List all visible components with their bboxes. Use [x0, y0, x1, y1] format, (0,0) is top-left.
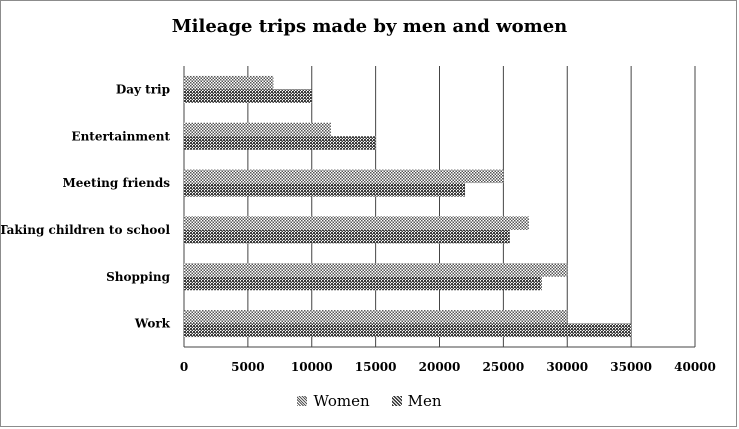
legend-label-men: Men	[407, 392, 442, 410]
bar-women-2	[184, 169, 504, 184]
legend-item-women: Women	[297, 392, 370, 410]
bar-men-1	[184, 136, 376, 150]
x-tick-label-25000: 25000	[483, 360, 525, 374]
category-labels: Day trip Entertainment Meeting friends Taki…	[1, 82, 171, 330]
bar-women-1	[184, 122, 331, 137]
x-tick-label-10000: 10000	[291, 360, 333, 374]
x-tick-label-15000: 15000	[355, 360, 397, 374]
x-tick-label-40000: 40000	[674, 360, 716, 374]
bar-women-3	[184, 216, 529, 230]
legend-item-men: Men	[391, 392, 442, 410]
legend-swatch-men	[391, 396, 402, 406]
x-tick-label-5000: 5000	[231, 360, 264, 374]
bar-women-0	[184, 75, 274, 90]
gridlines	[183, 66, 696, 348]
category-label-4: Shopping	[106, 270, 170, 284]
bar-men-2	[184, 183, 466, 197]
bar-women-4	[184, 263, 568, 277]
x-tick-labels: 0 5000 10000 15000 20000 25000 30000 35000 40000	[180, 360, 716, 374]
x-tick-label-0: 0	[180, 360, 188, 374]
category-label-0: Day trip	[116, 82, 170, 96]
legend: Women Men	[1, 392, 738, 410]
bar-chart-plot: Day trip Entertainment Meeting friends Taki…	[1, 66, 716, 374]
category-label-5: Work	[134, 317, 171, 331]
bar-men-4	[184, 276, 542, 291]
bars	[184, 75, 632, 338]
category-label-3: Taking children to school	[1, 223, 170, 237]
x-tick-label-20000: 20000	[419, 360, 461, 374]
bar-women-5	[184, 310, 568, 324]
category-label-1: Entertainment	[71, 129, 170, 143]
x-tick-label-30000: 30000	[546, 360, 588, 374]
bar-men-0	[184, 89, 312, 103]
legend-label-women: Women	[313, 392, 370, 410]
legend-swatch-women	[297, 396, 308, 406]
bar-men-5	[184, 323, 632, 338]
x-tick-label-35000: 35000	[610, 360, 652, 374]
category-label-2: Meeting friends	[63, 176, 171, 190]
bar-men-3	[184, 229, 510, 244]
chart-title: Mileage trips made by men and women	[171, 16, 568, 37]
